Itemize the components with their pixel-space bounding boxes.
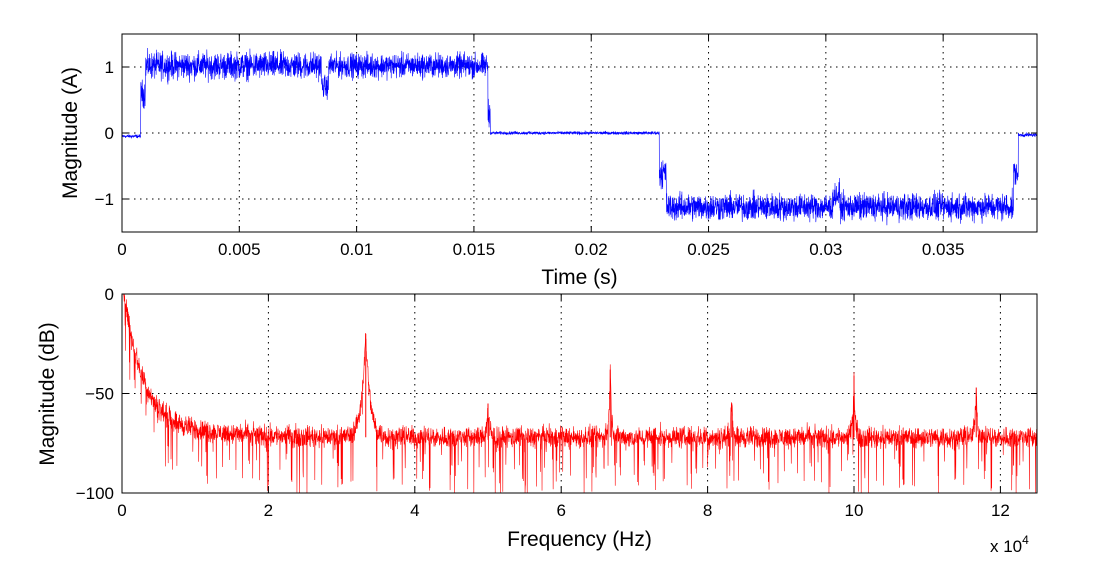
bottom-x-tick-labels: 0 2 4 6 8 10 12 (117, 501, 1010, 520)
top-ticks (121, 34, 1037, 232)
x-tick-label: 0.01 (340, 240, 373, 259)
bottom-y-axis-label: Magnitude (dB) (36, 322, 59, 466)
top-y-axis-label: Magnitude (A) (59, 67, 82, 199)
x-tick-label: 0.02 (575, 240, 608, 259)
x-multiplier-base: x 10 (990, 537, 1022, 556)
bottom-ticks (121, 293, 1037, 494)
x-tick-label: 8 (703, 501, 712, 520)
y-tick-label: 1 (105, 58, 114, 77)
x-multiplier-exponent: 4 (1022, 533, 1029, 547)
top-y-tick-labels: −1 0 1 (95, 58, 114, 209)
x-tick-label: 0.03 (809, 240, 842, 259)
x-tick-label: 0.005 (218, 240, 261, 259)
top-x-axis-label: Time (s) (541, 266, 617, 289)
y-tick-label: −1 (95, 190, 114, 209)
bottom-grid (122, 294, 1037, 493)
x-multiplier: x 104 (990, 533, 1029, 556)
current-series-line (121, 47, 1038, 226)
top-plot-area (121, 47, 1038, 226)
spectrum-series-line (122, 293, 1038, 494)
x-tick-label: 0.035 (922, 240, 965, 259)
y-tick-label: −50 (85, 385, 114, 404)
x-tick-label: 6 (556, 501, 565, 520)
x-tick-label: 10 (845, 501, 864, 520)
bottom-y-tick-labels: −100 −50 0 (76, 285, 114, 503)
x-tick-label: 2 (264, 501, 273, 520)
bottom-x-axis-label: Frequency (Hz) (507, 528, 652, 551)
y-tick-label: −100 (76, 484, 114, 503)
top-x-tick-labels: 0 0.005 0.01 0.015 0.02 0.025 0.03 0.035 (117, 240, 964, 259)
bottom-plot-area (122, 293, 1038, 494)
x-tick-label: 0.015 (453, 240, 496, 259)
y-tick-label: 0 (105, 285, 114, 304)
x-tick-label: 0 (117, 240, 126, 259)
x-tick-label: 0.025 (687, 240, 730, 259)
current-time-chart: 0 0.005 0.01 0.015 0.02 0.025 0.03 0.035 −1 0 1 T… (59, 33, 1038, 289)
y-tick-label: 0 (105, 124, 114, 143)
x-tick-label: 0 (117, 501, 126, 520)
spectrum-chart: 0 2 4 6 8 10 12 −100 −50 0 Frequency (Hz) Magnit… (36, 285, 1038, 556)
x-tick-label: 4 (410, 501, 419, 520)
x-tick-label: 12 (991, 501, 1010, 520)
